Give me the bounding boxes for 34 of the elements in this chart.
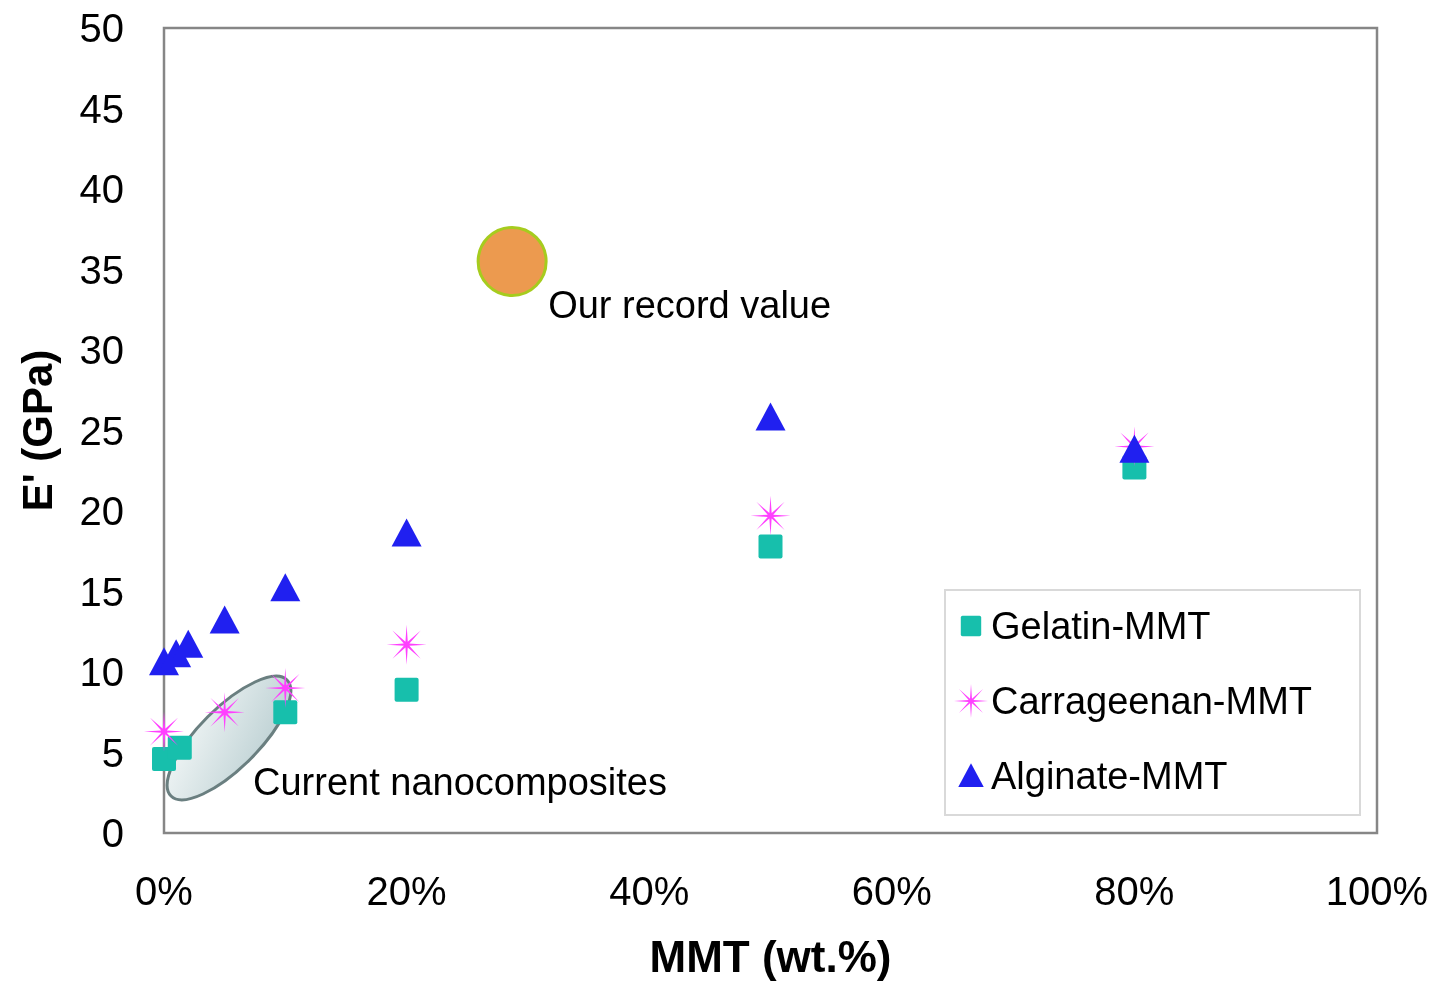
x-tick-label: 0% [135, 869, 193, 913]
point [476, 225, 548, 297]
point [167, 735, 192, 760]
y-tick-label: 25 [79, 408, 124, 453]
point [273, 700, 298, 725]
y-tick-label: 35 [79, 247, 124, 292]
y-tick-label: 40 [79, 167, 124, 211]
y-tick-label: 5 [101, 730, 124, 775]
legend-label: Gelatin-MMT [991, 605, 1211, 648]
point [270, 573, 301, 602]
y-tick-label: 0 [101, 811, 124, 855]
x-tick-label: 60% [851, 869, 932, 913]
x-tick-label: 80% [1094, 869, 1175, 913]
x-tick-label: 100% [1325, 869, 1429, 913]
point [394, 677, 419, 702]
point [758, 534, 783, 559]
point [391, 518, 422, 547]
y-tick-label: 10 [79, 650, 124, 694]
annotation: Current nanocomposites [253, 761, 667, 803]
y-tick-label: 15 [79, 569, 124, 614]
legend-label: Alginate-MMT [991, 755, 1228, 798]
x-tick-label: 40% [609, 869, 690, 913]
x-axis-title: MMT (wt.%) [649, 932, 892, 981]
point [209, 605, 240, 634]
point [755, 402, 786, 431]
point [386, 624, 427, 665]
x-tick-label: 20% [366, 869, 447, 913]
y-tick-label: 20 [79, 489, 124, 533]
legend-label: Carrageenan-MMT [991, 680, 1312, 723]
annotation: Our record value [548, 284, 832, 327]
y-tick-label: 30 [79, 328, 124, 372]
y-axis-title: E' (GPa) [14, 349, 61, 512]
y-tick-label: 45 [79, 86, 124, 131]
y-tick-label: 50 [79, 6, 124, 50]
